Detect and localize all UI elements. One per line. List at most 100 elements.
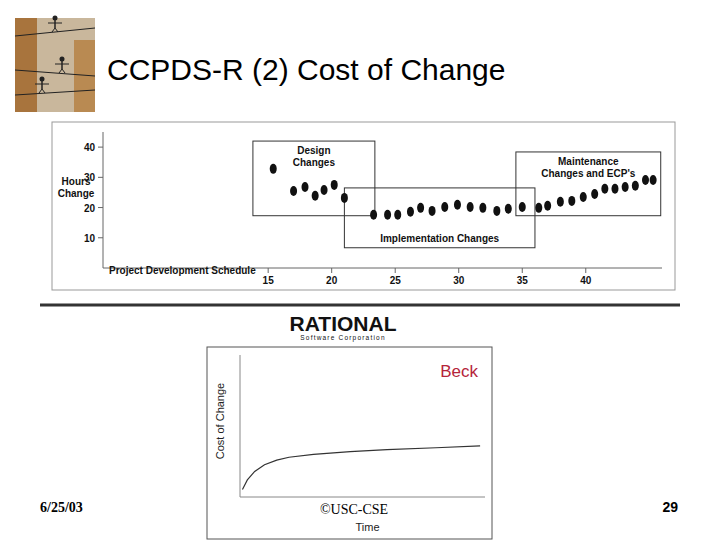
point — [601, 184, 608, 194]
x-tick-label: 30 — [453, 275, 465, 286]
x-tick-label: 40 — [580, 275, 592, 286]
logo-figure — [42, 89, 45, 93]
x-axis — [240, 497, 485, 498]
logo-figure — [55, 64, 69, 65]
point — [341, 193, 348, 203]
x-tick — [331, 268, 332, 273]
y-tick — [98, 207, 103, 208]
logo-figure — [52, 28, 55, 32]
logo-bg — [15, 18, 95, 112]
footer-copyright: ©USC-CSE — [320, 502, 388, 517]
point — [642, 175, 649, 185]
point — [302, 182, 309, 192]
logo-figure — [48, 23, 62, 24]
logo-figure — [41, 81, 43, 89]
x-tick-label: 15 — [263, 275, 275, 286]
point — [394, 210, 401, 220]
point — [535, 203, 542, 213]
logo-rope — [15, 90, 95, 95]
y-tick — [98, 237, 103, 238]
point — [290, 186, 297, 196]
point — [441, 202, 448, 212]
point — [650, 175, 657, 185]
point — [493, 206, 500, 216]
point — [505, 204, 512, 214]
annotation-labels: DesignChanges Implementation Changes Maint… — [293, 145, 636, 244]
y-tick-label: 10 — [84, 233, 96, 244]
point — [622, 182, 629, 192]
point — [519, 202, 526, 212]
point — [632, 181, 639, 191]
annotation-label: DesignChanges — [293, 145, 336, 168]
point — [407, 207, 414, 217]
points — [270, 164, 657, 220]
y-tick — [98, 177, 103, 178]
x-tick — [268, 268, 269, 273]
annotation-label: Implementation Changes — [380, 233, 499, 244]
logo-figure — [39, 89, 42, 93]
annotation-box — [344, 188, 535, 248]
logo-figure — [53, 16, 58, 21]
point — [321, 185, 328, 195]
annotation-box — [253, 141, 375, 216]
point — [370, 210, 377, 220]
y-axis-label: Cost of Change — [214, 383, 226, 459]
y-tick-label: 40 — [84, 142, 96, 153]
page-number: 29 — [662, 499, 678, 515]
line — [242, 446, 480, 490]
y-tick-label: 20 — [84, 203, 96, 214]
point — [591, 189, 598, 199]
logo-name: RATIONAL — [290, 312, 397, 335]
x-tick — [395, 268, 396, 273]
separator — [40, 304, 680, 307]
chart-title: Beck — [440, 362, 478, 381]
logo-figure — [60, 57, 65, 62]
logo-picture — [15, 16, 95, 113]
x-tick — [585, 268, 586, 273]
logo-rope — [15, 70, 95, 76]
point — [467, 202, 474, 212]
x-tick-label: 35 — [517, 275, 529, 286]
y-axis — [240, 355, 241, 497]
point — [417, 203, 424, 213]
point — [331, 180, 338, 190]
y-axis-label: HoursChange — [58, 176, 95, 199]
lines — [242, 446, 480, 490]
x-tick-label: 25 — [390, 275, 402, 286]
point — [479, 203, 486, 213]
logo-figure — [62, 69, 65, 73]
x-tick — [458, 268, 459, 273]
annotation-label: MaintenanceChanges and ECP's — [541, 156, 636, 179]
point — [568, 196, 575, 206]
point — [429, 206, 436, 216]
point — [611, 184, 618, 194]
logo-figure — [59, 69, 62, 73]
y-tick — [98, 147, 103, 148]
point — [454, 200, 461, 210]
point — [384, 210, 391, 220]
point — [270, 164, 277, 174]
slide: CCPDS-R (2) Cost of Change 15 20 25 30 35 40 10… — [0, 0, 720, 540]
x-tick — [522, 268, 523, 273]
x-tick-label: 20 — [326, 275, 338, 286]
logo-figure — [61, 61, 63, 69]
chart-frame — [52, 122, 675, 290]
footer-date: 6/25/03 — [40, 500, 83, 515]
logo-figure — [40, 77, 45, 82]
annotation-boxes — [253, 141, 661, 248]
chart-1: 15202530354010203040Project Development … — [52, 122, 675, 290]
logo-building — [15, 18, 37, 112]
point — [544, 201, 551, 211]
logo-figure — [55, 28, 58, 32]
chart-2: BeckTimeCost of Change — [207, 347, 492, 539]
logo-figure — [35, 84, 49, 85]
y-axis — [103, 132, 104, 268]
annotation-box — [516, 152, 661, 216]
chart-frame — [207, 347, 492, 539]
logo-subtitle: Software Corporation — [300, 334, 385, 342]
point — [580, 192, 587, 202]
logo-rope — [15, 28, 95, 36]
slide-title: CCPDS-R (2) Cost of Change — [107, 53, 505, 86]
point — [557, 197, 564, 207]
logo-figure — [54, 20, 56, 28]
